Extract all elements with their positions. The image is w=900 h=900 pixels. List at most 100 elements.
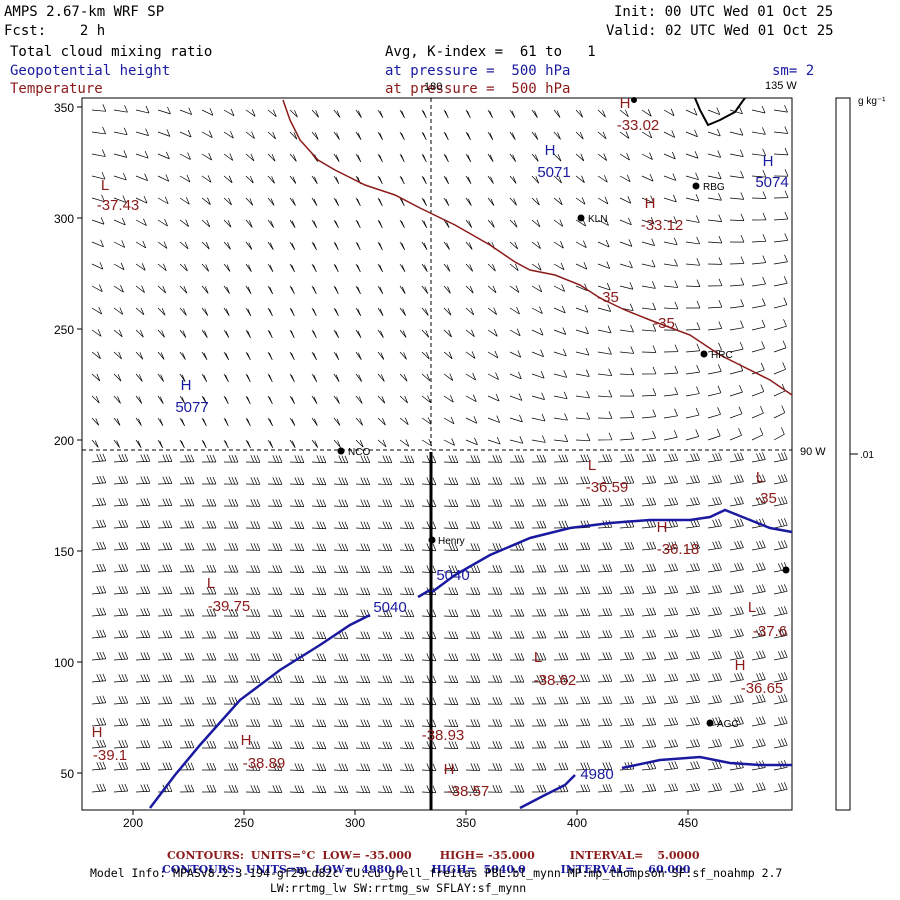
temp-symbol: H <box>735 657 746 674</box>
wind-barb <box>179 718 195 727</box>
station-label: NCO <box>348 447 370 458</box>
wind-barb <box>531 520 547 529</box>
wind-barb <box>135 329 144 338</box>
wind-barb <box>619 431 635 441</box>
wind-barb <box>311 587 327 596</box>
wind-barb <box>707 214 723 223</box>
wind-barb <box>245 455 261 463</box>
wind-barb <box>377 697 393 706</box>
wind-barb <box>223 784 239 793</box>
wind-barb <box>509 652 525 661</box>
wind-barb <box>575 476 591 485</box>
wind-barb <box>289 741 305 749</box>
wind-barb <box>553 454 569 463</box>
wind-barb <box>597 784 613 793</box>
wind-barb <box>575 240 587 248</box>
wind-barb <box>201 108 214 116</box>
temp-value: -35 <box>597 289 619 306</box>
wind-barb <box>377 285 384 295</box>
wind-barb <box>509 306 520 315</box>
wind-barb <box>179 586 195 595</box>
wind-barb <box>597 476 613 485</box>
wind-barb <box>531 241 541 249</box>
wind-barb <box>157 630 173 639</box>
wind-barb <box>421 499 437 508</box>
wind-barb <box>773 738 788 749</box>
wind-barb <box>729 234 745 243</box>
wind-barb <box>751 148 767 157</box>
wind-barb <box>663 673 679 683</box>
wind-barb <box>443 175 449 185</box>
wind-barb <box>553 241 564 249</box>
wind-barb <box>201 285 209 294</box>
wind-barb <box>443 543 459 551</box>
wind-barb <box>267 417 273 427</box>
wind-barb <box>685 386 700 397</box>
wind-barb <box>91 629 107 639</box>
wind-barb <box>663 629 679 639</box>
wind-barb <box>91 306 103 315</box>
wind-barb <box>531 762 547 771</box>
wind-barb <box>289 395 295 405</box>
wind-barb <box>707 278 723 287</box>
wind-barb <box>223 696 239 705</box>
wind-barb <box>575 586 591 595</box>
colorbar <box>835 97 851 811</box>
wind-barb <box>531 696 547 705</box>
wind-barb <box>663 301 679 310</box>
wind-barb <box>355 197 361 207</box>
wind-barb <box>729 540 744 551</box>
wind-barb <box>355 109 362 118</box>
wind-barb <box>597 304 612 312</box>
wind-barb <box>399 153 405 163</box>
wind-barb <box>223 175 233 184</box>
wind-barb <box>509 784 525 793</box>
wind-barb <box>597 608 613 617</box>
height-value: 4980 <box>580 766 613 783</box>
wind-barb <box>267 675 283 683</box>
wind-barb <box>531 219 541 228</box>
wind-barb <box>267 477 283 485</box>
wind-barb <box>597 718 613 727</box>
wind-barb <box>135 351 144 360</box>
wind-barb <box>707 584 722 595</box>
coast-point <box>631 97 637 103</box>
wind-barb <box>487 543 503 551</box>
wind-barb <box>91 417 100 426</box>
wind-barb <box>91 695 107 705</box>
wind-barb <box>641 651 657 661</box>
wind-barb <box>289 609 305 617</box>
height-value: 5040 <box>436 567 469 584</box>
wind-barb <box>201 307 209 316</box>
wind-barb <box>685 215 700 223</box>
wind-barb <box>113 217 126 226</box>
wind-barb <box>729 628 744 639</box>
wind-barb <box>729 170 744 179</box>
wind-barb <box>135 520 151 529</box>
wind-barb <box>707 694 722 705</box>
wind-barb <box>91 739 107 749</box>
wind-barb <box>685 343 701 353</box>
wind-barb <box>641 173 654 182</box>
wind-barb <box>443 697 459 705</box>
wind-barb <box>619 563 635 573</box>
wind-barb <box>773 584 788 595</box>
wind-barb <box>91 172 106 180</box>
wind-barb <box>157 196 169 205</box>
wind-barb <box>597 586 613 595</box>
wind-barb <box>729 428 742 441</box>
wind-barb <box>641 302 656 311</box>
wind-barb <box>399 131 405 141</box>
wind-barb <box>377 219 383 229</box>
init-time: Init: 00 UTC Wed 01 Oct 25 <box>614 4 834 20</box>
wind-barb <box>91 475 107 485</box>
wind-barb <box>619 541 635 551</box>
wind-barb <box>91 651 107 661</box>
wind-barb <box>553 718 569 727</box>
wind-barb <box>377 175 383 185</box>
wind-barb <box>641 195 654 203</box>
wind-barb <box>773 362 786 375</box>
wind-barb <box>553 262 565 271</box>
wind-barb <box>641 783 657 793</box>
wind-barb <box>179 498 195 507</box>
